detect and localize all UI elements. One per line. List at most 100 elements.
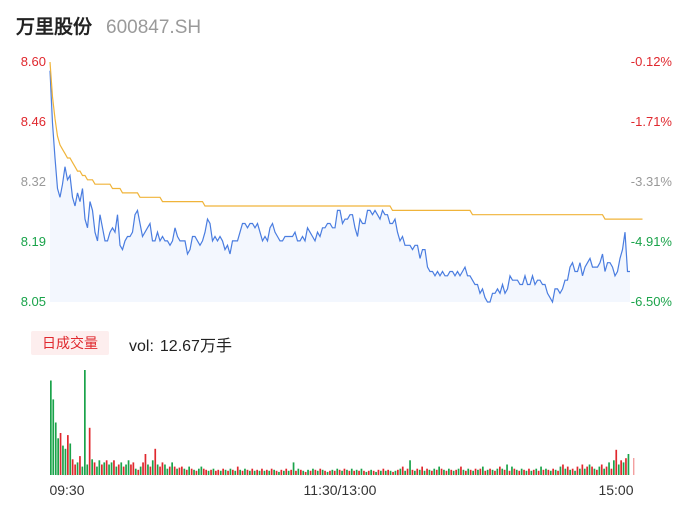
volume-bar: [528, 468, 530, 475]
volume-bar: [336, 468, 339, 475]
volume-bar: [465, 470, 467, 475]
volume-bar: [445, 470, 448, 475]
volume-bar: [574, 470, 576, 475]
volume-bar: [149, 466, 152, 475]
volume-bar: [341, 470, 343, 475]
volume-bar: [482, 466, 484, 475]
volume-bar: [620, 460, 622, 475]
volume-bar: [583, 468, 586, 475]
y-left-tick: 8.32: [21, 174, 46, 189]
volume-bar: [384, 470, 387, 475]
volume-bar: [414, 470, 416, 475]
volume-bar: [370, 469, 372, 476]
volume-bar: [346, 469, 348, 476]
volume-bar: [365, 471, 368, 475]
volume-bar: [581, 464, 584, 475]
volume-bar: [302, 470, 305, 475]
volume-bar: [508, 470, 511, 475]
volume-bar: [409, 460, 411, 475]
volume-bar: [428, 469, 431, 476]
volume-bar: [617, 464, 620, 475]
volume-bar: [542, 469, 545, 476]
volume-bar: [367, 470, 370, 475]
volume-bar: [290, 469, 292, 476]
volume-bar: [518, 470, 521, 475]
volume-bar: [467, 468, 470, 475]
volume-bar: [433, 468, 436, 475]
volume-bar: [219, 470, 222, 475]
volume-bar: [462, 469, 465, 476]
volume-bar: [164, 464, 166, 475]
volume-bar: [469, 469, 472, 476]
volume-bar: [448, 468, 450, 475]
volume-bar: [557, 470, 559, 475]
stock-code: 600847.SH: [106, 17, 202, 38]
volume-bar: [431, 470, 433, 475]
volume-bar: [266, 469, 268, 476]
volume-bar: [554, 469, 557, 476]
volume-bar: [324, 470, 326, 475]
volume-bar: [59, 433, 62, 475]
volume-bar: [545, 468, 547, 475]
volume-bar: [331, 469, 334, 476]
volume-bar: [193, 469, 195, 476]
volume-bar: [127, 460, 130, 475]
volume-bar: [501, 468, 504, 475]
volume-bar: [139, 466, 142, 475]
volume-bar: [486, 469, 489, 476]
volume-bar: [535, 468, 538, 475]
volume-bar: [312, 468, 314, 475]
stock-header: 万里股份 600847.SH: [16, 12, 201, 40]
volume-bar: [562, 464, 564, 475]
volume-bar: [113, 460, 115, 475]
volume-bar: [190, 468, 193, 475]
volume-bar: [244, 468, 246, 475]
volume-bar: [593, 468, 596, 475]
volume-tab[interactable]: 日成交量: [31, 331, 109, 355]
volume-bar: [166, 468, 169, 475]
volume-bar: [382, 468, 385, 475]
volume-bar: [108, 464, 110, 475]
volume-bar: [178, 467, 181, 475]
volume-bar: [173, 466, 176, 475]
volume-bar: [591, 466, 593, 475]
volume-bar: [355, 469, 358, 476]
volume-bar: [513, 468, 516, 475]
volume-bar: [455, 469, 457, 476]
volume-bar: [540, 466, 542, 475]
volume-bar: [117, 464, 120, 475]
volume-bar: [161, 462, 164, 475]
volume-bar: [586, 466, 588, 475]
volume-bar: [435, 469, 438, 476]
volume-bar: [520, 468, 523, 475]
volume-bar: [506, 464, 508, 475]
volume-bar: [411, 469, 414, 476]
volume-bar: [613, 460, 615, 475]
volume-bar: [452, 470, 455, 475]
volume-bar: [314, 469, 317, 476]
volume-bar: [404, 470, 406, 475]
volume-bar: [64, 448, 67, 476]
volume-bar: [307, 469, 309, 476]
volume-bar: [122, 466, 125, 475]
volume-bar: [372, 470, 375, 475]
volume-bar: [530, 470, 533, 475]
volume-bar: [270, 468, 273, 475]
volume-bar: [316, 470, 319, 475]
volume-bar: [503, 469, 506, 476]
volume-bar: [147, 464, 149, 475]
volume-bar: [232, 469, 234, 476]
y-left-tick: 8.05: [21, 294, 46, 309]
avg-price-line: [49, 61, 643, 220]
volume-bar: [297, 468, 300, 475]
volume-bar: [168, 466, 171, 475]
volume-bar: [86, 464, 89, 475]
volume-bar: [363, 470, 365, 475]
volume-bar: [215, 470, 217, 475]
volume-bar: [50, 380, 52, 475]
volume-bar: [532, 469, 535, 476]
y-right-tick: -6.50%: [631, 294, 673, 309]
volume-bar: [144, 454, 147, 475]
volume-bar: [569, 469, 571, 476]
volume-bar: [142, 462, 144, 475]
